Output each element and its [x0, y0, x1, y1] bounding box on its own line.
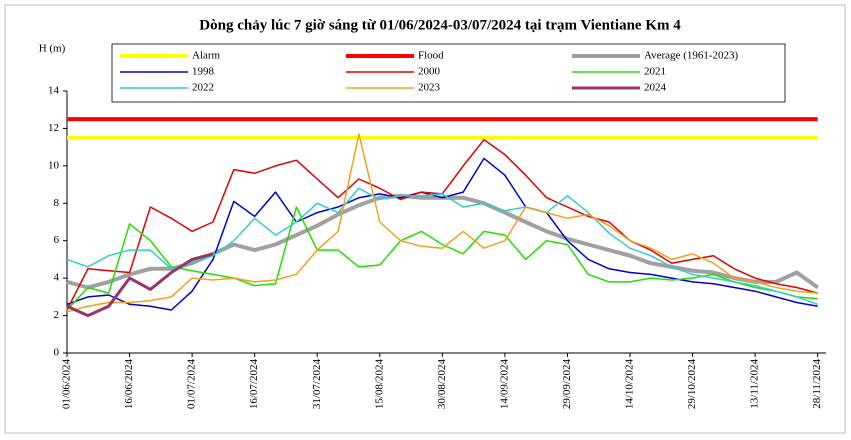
y-tick-label: 6	[54, 234, 60, 246]
x-tick-label: 16/07/2024	[248, 359, 260, 410]
legend-label: Average (1961-2023)	[644, 50, 739, 62]
x-tick-label: 01/07/2024	[186, 359, 198, 410]
series-line	[66, 252, 214, 318]
x-tick-label: 31/07/2024	[311, 359, 323, 410]
x-tick-label: 30/08/2024	[436, 359, 448, 410]
chart-title: Dòng chảy lúc 7 giờ sáng từ 01/06/2024-0…	[199, 17, 681, 33]
legend-label: 2023	[418, 82, 441, 94]
y-tick-label: 12	[48, 122, 59, 134]
y-tick-label: 4	[54, 272, 60, 284]
legend-label: 2024	[644, 82, 667, 94]
y-tick-label: 2	[54, 309, 60, 321]
legend-label: 2000	[418, 66, 441, 78]
legend-label: Flood	[418, 50, 444, 62]
x-tick-label: 29/10/2024	[686, 359, 698, 410]
y-axis-label: H (m)	[39, 43, 66, 55]
legend-label: Alarm	[192, 50, 221, 62]
y-tick-label: 10	[48, 159, 60, 171]
x-tick-label: 01/06/2024	[61, 359, 73, 410]
x-tick-label: 29/09/2024	[561, 359, 573, 410]
series-line	[66, 133, 818, 313]
series-line	[66, 187, 818, 306]
legend-label: 2022	[192, 82, 214, 94]
x-tick-label: 15/08/2024	[373, 359, 385, 410]
x-tick-label: 13/11/2024	[749, 359, 761, 409]
legend-label: 1998	[192, 66, 215, 78]
x-tick-label: 14/10/2024	[624, 359, 636, 410]
legend-label: 2021	[644, 66, 666, 78]
x-tick-label: 28/11/2024	[811, 359, 823, 409]
x-tick-label: 16/06/2024	[123, 359, 135, 410]
y-tick-label: 8	[54, 197, 60, 209]
legend-box	[111, 43, 786, 103]
y-tick-label: 14	[48, 85, 60, 97]
x-tick-label: 14/09/2024	[498, 359, 510, 410]
series-line	[66, 206, 818, 311]
series-line	[66, 157, 818, 311]
y-tick-label: 0	[54, 347, 60, 359]
